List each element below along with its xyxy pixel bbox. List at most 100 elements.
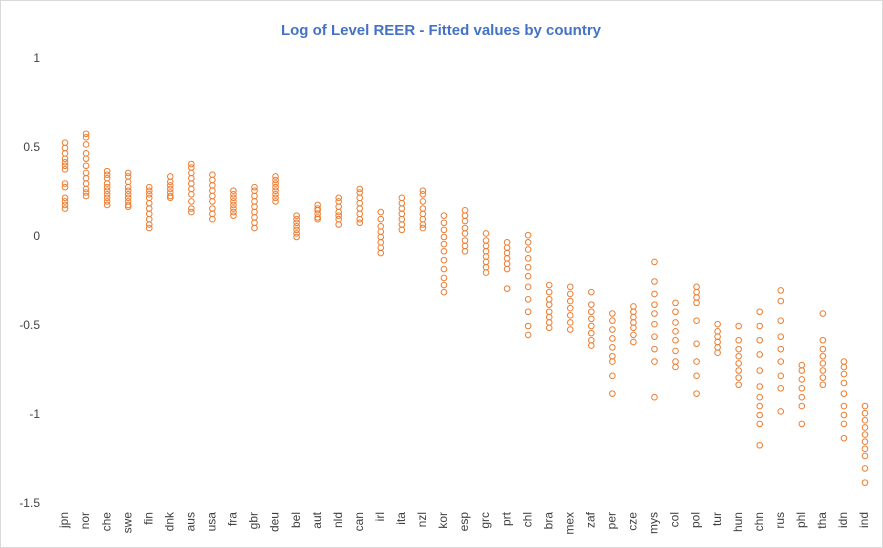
point xyxy=(440,281,448,289)
point xyxy=(651,278,658,285)
point xyxy=(103,187,111,195)
point xyxy=(840,434,848,442)
x-tick-label: fin xyxy=(141,512,155,525)
x-tick-label: swe xyxy=(120,512,134,534)
point xyxy=(588,288,595,296)
point xyxy=(82,192,90,200)
point xyxy=(440,274,448,282)
point xyxy=(103,171,111,178)
point xyxy=(145,183,153,191)
point xyxy=(293,226,300,234)
point xyxy=(819,367,827,374)
point xyxy=(503,285,511,292)
point xyxy=(230,201,237,209)
point xyxy=(419,187,427,195)
point xyxy=(819,352,827,360)
point xyxy=(377,215,385,223)
point xyxy=(756,411,764,419)
point xyxy=(524,231,532,239)
point xyxy=(188,205,195,212)
point xyxy=(440,288,448,296)
point xyxy=(61,162,69,170)
point xyxy=(103,180,111,187)
x-tick-label: nld xyxy=(331,512,345,528)
point xyxy=(588,301,595,308)
point xyxy=(103,198,111,205)
point xyxy=(735,367,742,374)
point xyxy=(524,263,532,271)
point xyxy=(356,185,364,193)
x-tick-label: usa xyxy=(205,512,219,532)
point xyxy=(524,255,532,262)
point xyxy=(651,290,658,298)
point xyxy=(672,328,679,335)
x-tick-label: bel xyxy=(289,512,303,528)
point xyxy=(693,299,700,307)
point xyxy=(419,198,427,205)
point xyxy=(756,420,764,428)
point xyxy=(124,203,132,211)
point xyxy=(630,331,637,339)
point xyxy=(861,417,869,424)
x-tick-label: esp xyxy=(457,512,471,532)
point xyxy=(588,329,595,337)
point xyxy=(609,372,616,380)
x-tick-label: bra xyxy=(541,512,555,530)
point xyxy=(524,283,532,291)
point xyxy=(272,173,279,180)
point xyxy=(609,344,616,351)
point xyxy=(61,183,69,191)
point xyxy=(356,215,364,223)
point xyxy=(756,351,764,358)
point xyxy=(272,180,279,187)
x-tick-label: col xyxy=(668,512,682,527)
point xyxy=(630,338,637,346)
point xyxy=(188,160,195,168)
point xyxy=(545,288,553,296)
point xyxy=(230,212,237,219)
x-tick-label: chn xyxy=(752,512,766,531)
point xyxy=(61,155,69,162)
point xyxy=(566,290,574,298)
point xyxy=(419,190,427,198)
point xyxy=(735,374,742,381)
point xyxy=(440,226,448,234)
point xyxy=(819,336,827,344)
point xyxy=(756,336,764,344)
point xyxy=(230,194,237,202)
x-tick-label: aus xyxy=(184,512,198,531)
point xyxy=(840,379,848,387)
point xyxy=(672,319,679,326)
point xyxy=(756,393,764,401)
x-tick-label: nzl xyxy=(415,512,429,527)
point xyxy=(756,383,764,390)
x-tick-label: ita xyxy=(394,512,408,525)
x-tick-label: fra xyxy=(226,512,240,526)
point xyxy=(651,333,658,340)
point xyxy=(798,376,806,383)
point xyxy=(314,214,321,221)
point xyxy=(840,420,848,428)
point xyxy=(545,324,553,332)
point xyxy=(293,219,300,227)
point xyxy=(293,223,300,230)
point xyxy=(124,194,132,202)
point xyxy=(166,185,174,193)
point xyxy=(651,258,658,266)
point xyxy=(861,452,869,460)
point xyxy=(861,424,869,431)
point xyxy=(440,247,448,255)
chart-title: Log of Level REER - Fitted values by cou… xyxy=(281,22,602,39)
point xyxy=(545,281,553,289)
point xyxy=(440,219,448,227)
point xyxy=(251,183,258,191)
point xyxy=(335,208,342,216)
point xyxy=(756,322,764,330)
point xyxy=(861,402,869,410)
point xyxy=(819,381,827,389)
point xyxy=(293,212,300,219)
point xyxy=(777,333,785,340)
x-tick-label: cze xyxy=(626,512,640,531)
x-tick-label: phl xyxy=(794,512,808,528)
